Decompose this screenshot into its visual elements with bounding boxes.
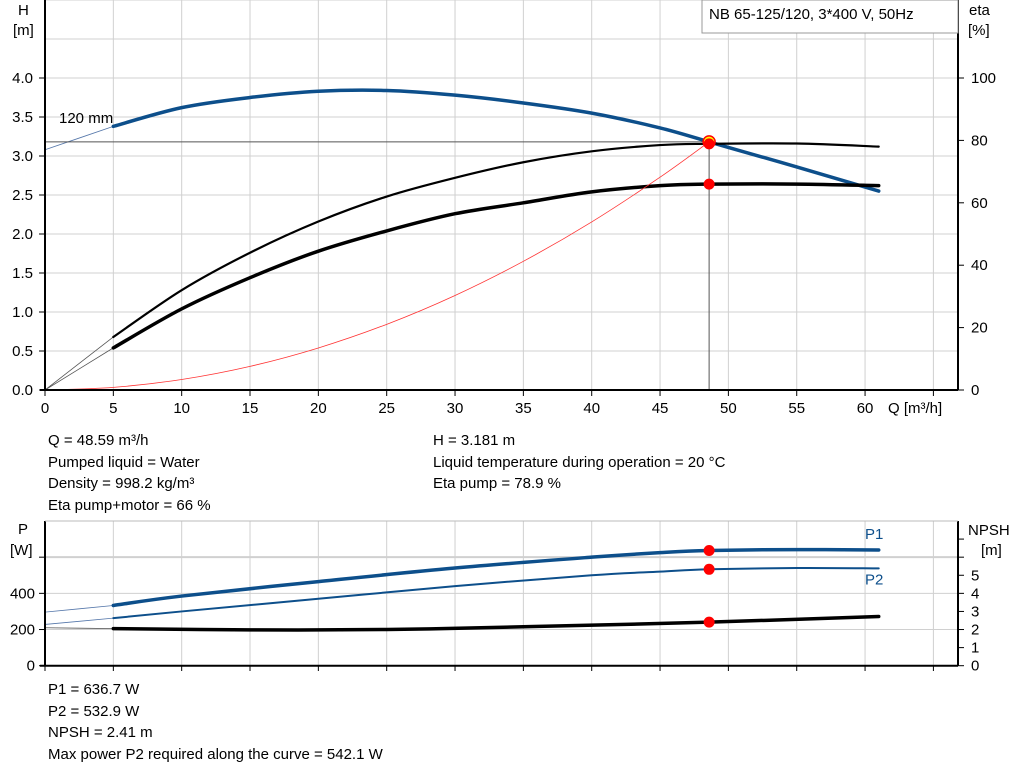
P1-curve — [111, 547, 881, 608]
NPSH-curve — [111, 614, 881, 632]
results-top-right: H = 3.181 m Liquid temperature during op… — [433, 430, 725, 495]
y-right-tick-label: 40 — [971, 257, 988, 274]
x-tick-label: 35 — [515, 400, 532, 417]
x-tick-label: 5 — [109, 400, 117, 417]
NPSH-marker — [703, 616, 715, 628]
x-tick-label: 50 — [720, 400, 737, 417]
y-axis-unit: [m] — [13, 22, 34, 39]
y-tick-label: 2.5 — [12, 187, 33, 204]
x-tick-label: 20 — [310, 400, 327, 417]
y-axis-title: H — [18, 2, 29, 19]
eta-pump-curve — [112, 142, 880, 339]
y-right-tick-label: 100 — [971, 70, 996, 87]
y-tick-label: 0 — [27, 658, 35, 675]
y-right-tick-label: 2 — [971, 622, 979, 639]
NPSH-curve-extension — [44, 627, 114, 630]
system-curve-curve — [44, 141, 710, 391]
y-right-tick-label: 3 — [971, 603, 979, 620]
y-right-tick-label: 80 — [971, 132, 988, 149]
x-axis-label: Q [m³/h] — [888, 400, 942, 417]
P1-marker — [703, 545, 715, 557]
P2-marker — [703, 563, 715, 575]
y-right-tick-label: 60 — [971, 195, 988, 212]
P2-curve-extension — [44, 617, 114, 625]
chart-marks — [44, 88, 881, 632]
y-right-axis-title: NPSH — [968, 522, 1010, 539]
y-right-tick-label: 5 — [971, 567, 979, 584]
chart-labels: 0 5 10 15 20 25 30 35 40 45 50 55 60 Q [m³/h]0.00.51.… — [10, 0, 1010, 675]
result-eta-pump: Eta pump = 78.9 % — [433, 475, 561, 492]
top-grid — [45, 0, 958, 390]
result-eta-pump-motor: Eta pump+motor = 66 % — [48, 496, 211, 514]
x-tick-label: 10 — [173, 400, 190, 417]
eta-pump-curve-extension — [44, 336, 114, 391]
y-right-tick-label: 0 — [971, 658, 979, 675]
x-tick-label: 45 — [652, 400, 669, 417]
y-tick-label: 1.0 — [12, 304, 33, 321]
y-tick-label: 1.5 — [12, 265, 33, 282]
y-tick-label: 2.0 — [12, 226, 33, 243]
y-tick-label: 400 — [10, 585, 35, 602]
result-temperature: Liquid temperature during operation = 20… — [433, 453, 726, 471]
result-h: H = 3.181 m — [433, 432, 516, 449]
result-density: Density = 998.2 kg/m³ — [48, 475, 195, 492]
P1-curve-extension — [44, 605, 114, 613]
y-right-axis-unit: [m] — [981, 542, 1002, 559]
result-p2: P2 = 532.9 W — [48, 702, 140, 720]
x-tick-label: 25 — [378, 400, 395, 417]
y-right-axis-title: eta — [969, 2, 991, 19]
y-right-tick-label: 4 — [971, 585, 979, 602]
y-axis-unit: [W] — [10, 542, 33, 559]
head-curve-extension — [44, 125, 114, 151]
results-top-left: Q = 48.59 m³/h Pumped liquid = Water Den… — [48, 430, 211, 516]
x-tick-label: 55 — [788, 400, 805, 417]
chart-title: NB 65-125/120, 3*400 V, 50Hz — [709, 6, 914, 23]
head-curve — [111, 88, 881, 193]
curve-label-impeller: 120 mm — [59, 110, 113, 127]
y-tick-label: 0.5 — [12, 343, 33, 360]
P1-label: P1 — [865, 526, 883, 543]
y-right-axis-unit: [%] — [968, 22, 990, 39]
eta-pump-motor-marker — [703, 178, 715, 190]
y-right-tick-label: 1 — [971, 640, 979, 657]
y-tick-label: 200 — [10, 622, 35, 639]
x-tick-label: 30 — [447, 400, 464, 417]
x-tick-label: 40 — [583, 400, 600, 417]
y-tick-label: 4.0 — [12, 70, 33, 87]
result-liquid: Pumped liquid = Water — [48, 453, 200, 471]
y-tick-label: 3.5 — [12, 109, 33, 126]
x-tick-label: 15 — [242, 400, 259, 417]
eta-pump-motor-curve — [111, 182, 881, 350]
P2-label: P2 — [865, 571, 883, 588]
x-tick-label: 60 — [857, 400, 874, 417]
result-npsh: NPSH = 2.41 m — [48, 724, 153, 741]
bottom-grid — [45, 521, 958, 666]
y-tick-label: 3.0 — [12, 148, 33, 165]
x-tick-label: 0 — [41, 400, 49, 417]
y-right-tick-label: 20 — [971, 320, 988, 337]
y-right-tick-label: 0 — [971, 382, 979, 399]
title-box — [701, 0, 959, 34]
eta-pump-marker — [703, 138, 715, 150]
result-q: Q = 48.59 m³/h — [48, 432, 149, 449]
results-bottom: P1 = 636.7 W P2 = 532.9 W NPSH = 2.41 m … — [48, 679, 383, 765]
eta-pump-motor-curve-extension — [44, 347, 114, 391]
result-max-p2: Max power P2 required along the curve = … — [48, 745, 383, 763]
P2-curve — [112, 566, 880, 620]
result-p1: P1 = 636.7 W — [48, 681, 140, 698]
y-tick-label: 0.0 — [12, 382, 33, 399]
y-axis-title: P — [18, 521, 28, 538]
